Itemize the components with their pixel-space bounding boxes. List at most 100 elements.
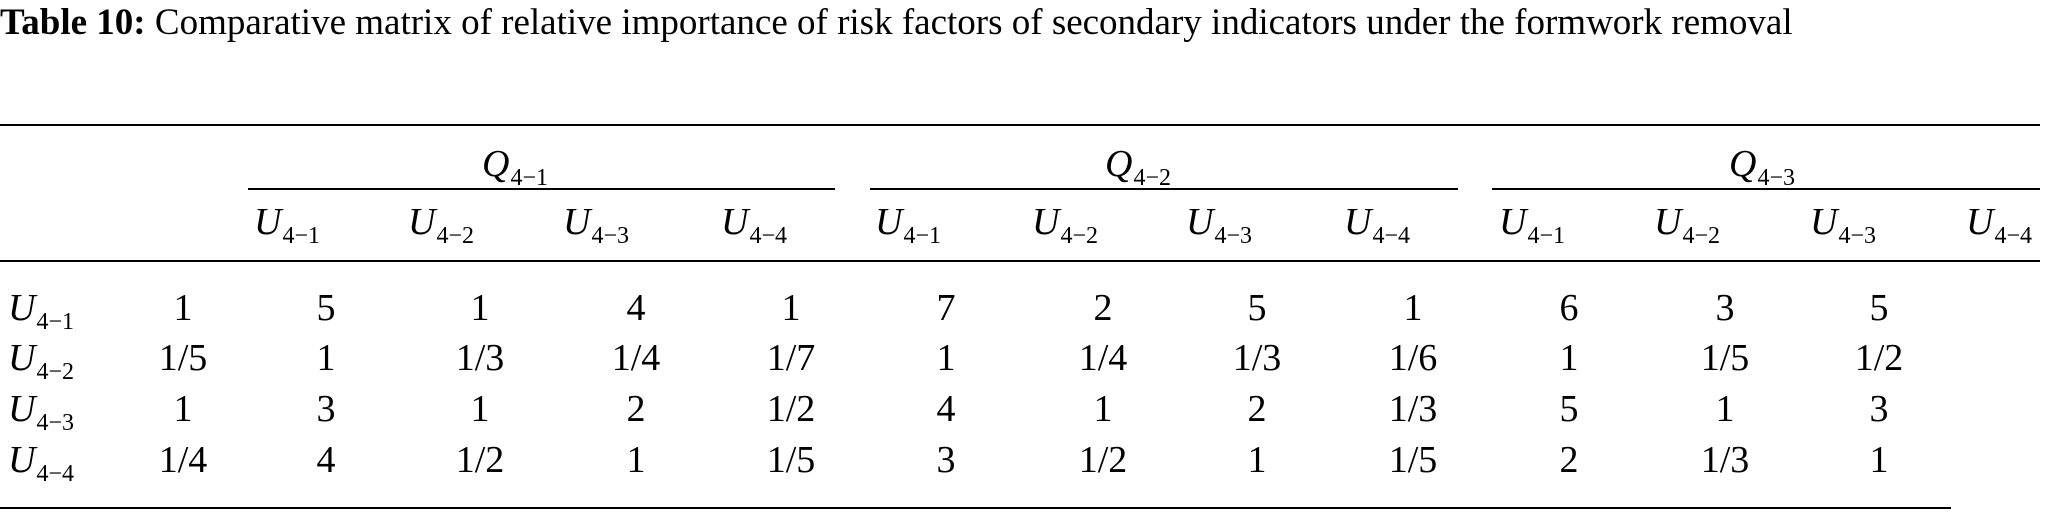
symbol: U — [1966, 201, 1994, 243]
table-cell: 2 — [626, 388, 646, 430]
column-header: U4−4 — [1344, 200, 1410, 249]
table-cell: 1/3 — [1388, 388, 1438, 430]
subscript: 4−4 — [1994, 223, 2032, 249]
symbol: U — [721, 201, 749, 243]
subscript: 4−3 — [1757, 165, 1795, 191]
symbol: U — [1499, 201, 1527, 243]
subscript: 4−2 — [436, 223, 474, 249]
table-cell: 1/5 — [766, 439, 816, 481]
subscript: 4−4 — [749, 223, 787, 249]
column-header: U4−2 — [408, 200, 474, 249]
table-cell: 5 — [1869, 287, 1889, 329]
subscript: 4−3 — [1838, 223, 1876, 249]
table-cell: 1 — [1715, 388, 1735, 430]
table-cell: 1/6 — [1388, 337, 1438, 379]
column-header: U4−4 — [721, 200, 787, 249]
table-cell: 1 — [316, 337, 336, 379]
column-header: U4−3 — [563, 200, 629, 249]
subscript: 4−3 — [591, 223, 629, 249]
table-cell: 1/3 — [455, 337, 505, 379]
symbol: U — [1654, 201, 1682, 243]
symbol: U — [1186, 201, 1214, 243]
subscript: 4−1 — [36, 309, 74, 335]
symbol: Q — [1729, 143, 1757, 185]
row-header: U4−4 — [8, 438, 74, 487]
table-cell: 5 — [1247, 287, 1267, 329]
row-header: U4−2 — [8, 336, 74, 385]
column-header: U4−3 — [1186, 200, 1252, 249]
table-cell: 7 — [936, 287, 956, 329]
table-cell: 1/3 — [1232, 337, 1282, 379]
column-header: U4−2 — [1654, 200, 1720, 249]
row-header: U4−1 — [8, 286, 74, 335]
table-cell: 3 — [1715, 287, 1735, 329]
table-cell: 2 — [1247, 388, 1267, 430]
subscript: 4−4 — [36, 461, 74, 487]
table-cell: 1 — [470, 287, 490, 329]
table-cell: 1 — [1247, 439, 1267, 481]
column-header: U4−4 — [1966, 200, 2032, 249]
table-cell: 5 — [1559, 388, 1579, 430]
table-cell: 2 — [1559, 439, 1579, 481]
table-cell: 3 — [1869, 388, 1889, 430]
column-header: U4−3 — [1810, 200, 1876, 249]
symbol: U — [563, 201, 591, 243]
table-cell: 4 — [316, 439, 336, 481]
subscript: 4−2 — [36, 359, 74, 385]
table-cell: 1 — [1403, 287, 1423, 329]
subscript: 4−1 — [1527, 223, 1565, 249]
group-underline-3 — [1492, 188, 2040, 190]
subscript: 4−3 — [36, 410, 74, 436]
table-cell: 1 — [936, 337, 956, 379]
table-cell: 1/4 — [158, 439, 208, 481]
table-cell: 6 — [1559, 287, 1579, 329]
symbol: U — [408, 201, 436, 243]
table-cell: 1/5 — [1700, 337, 1750, 379]
symbol: Q — [482, 143, 510, 185]
table-cell: 1 — [626, 439, 646, 481]
subscript: 4−1 — [510, 165, 548, 191]
top-rule — [0, 124, 2040, 126]
table-cell: 4 — [936, 388, 956, 430]
table-cell: 1 — [1869, 439, 1889, 481]
subscript: 4−2 — [1133, 165, 1171, 191]
table-cell: 1/4 — [1078, 337, 1128, 379]
column-header: U4−1 — [875, 200, 941, 249]
table-cell: 5 — [316, 287, 336, 329]
table-cell: 3 — [316, 388, 336, 430]
caption-text: Comparative matrix of relative importanc… — [154, 2, 1793, 43]
symbol: Q — [1105, 143, 1133, 185]
table-cell: 1/2 — [455, 439, 505, 481]
row-header: U4−3 — [8, 387, 74, 436]
header-rule — [0, 260, 2040, 262]
subscript: 4−2 — [1682, 223, 1720, 249]
symbol: U — [254, 201, 282, 243]
bottom-rule — [0, 507, 1951, 509]
table-cell: 1/4 — [611, 337, 661, 379]
table-cell: 1/2 — [1078, 439, 1128, 481]
table-caption: Table 10: Comparative matrix of relative… — [0, 2, 2040, 44]
subscript: 4−4 — [1372, 223, 1410, 249]
table-cell: 1/2 — [1854, 337, 1904, 379]
table-cell: 1 — [781, 287, 801, 329]
subscript: 4−1 — [282, 223, 320, 249]
table-cell: 1/7 — [766, 337, 816, 379]
column-header: U4−2 — [1032, 200, 1098, 249]
caption-label: Table 10: — [0, 2, 146, 43]
group-underline-2 — [870, 188, 1458, 190]
table-cell: 1/3 — [1700, 439, 1750, 481]
symbol: U — [8, 439, 36, 481]
table-cell: 1 — [1559, 337, 1579, 379]
table-cell: 1/5 — [158, 337, 208, 379]
table-cell: 4 — [626, 287, 646, 329]
symbol: U — [8, 388, 36, 430]
symbol: U — [8, 287, 36, 329]
table-cell: 1/2 — [766, 388, 816, 430]
subscript: 4−1 — [903, 223, 941, 249]
column-header: U4−1 — [1499, 200, 1565, 249]
subscript: 4−2 — [1060, 223, 1098, 249]
group-header: Q4−2 — [1105, 142, 1171, 191]
group-header: Q4−3 — [1729, 142, 1795, 191]
table-cell: 1 — [470, 388, 490, 430]
symbol: U — [1810, 201, 1838, 243]
